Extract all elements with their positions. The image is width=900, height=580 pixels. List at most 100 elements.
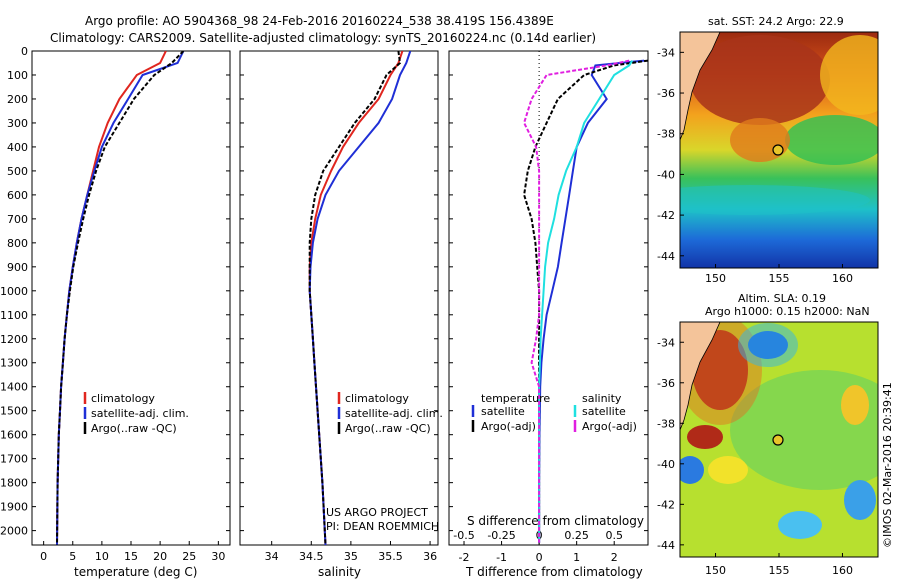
x-tick-label: 36 (423, 550, 437, 563)
lat-tick-label: -42 (657, 209, 675, 222)
sla-map-axes: 150 155 160 -34 -36 -38 -40 -42 -44 (657, 336, 853, 577)
legend-label-satellite-adj: satellite-adj. clim. (345, 407, 443, 420)
depth-axis: 0 100 200 300 400 500 600 700 800 900 1000 1100 1200… (0, 45, 648, 538)
s-difference-axis-label: S difference from climatology (467, 514, 644, 528)
land-mass (680, 32, 721, 141)
sst-warm-core (690, 35, 830, 125)
depth-tick-label: 1100 (0, 309, 28, 322)
depth-tick-label: 600 (7, 189, 28, 202)
legend-label-satellite-adj: satellite-adj. clim. (91, 407, 189, 420)
series-line-blue (538, 59, 645, 543)
series-line-red (308, 51, 404, 545)
legend-label-argo: Argo(..raw -QC) (91, 422, 177, 435)
pi-credit: PI: DEAN ROEMMICH (326, 520, 439, 533)
depth-tick-label: 100 (7, 69, 28, 82)
temperature-axis-label: temperature (deg C) (74, 565, 197, 579)
x-tick-label-top: 0.5 (605, 529, 623, 542)
legend-title-temperature: temperature (481, 392, 550, 405)
temperature-legend: climatology satellite-adj. clim. Argo(..… (83, 392, 189, 435)
depth-tick-label: 200 (7, 93, 28, 106)
difference-panel-frame (448, 50, 649, 546)
sla-yellow-patch-2 (841, 385, 869, 425)
legend-label-climatology: climatology (345, 392, 409, 405)
series-group (308, 51, 412, 545)
x-tick-label: 1 (573, 551, 580, 564)
depth-tick-label: 1300 (0, 357, 28, 370)
salinity-panel-frame (239, 50, 439, 546)
sla-low-halo (738, 323, 798, 367)
header-line1: Argo profile: AO 5904368_98 24-Feb-2016 … (85, 14, 554, 28)
x-tick-label: 10 (95, 550, 109, 563)
x-tick-label-top: -0.5 (453, 529, 474, 542)
depth-tick-label: 0 (21, 45, 28, 58)
lat-tick-label: -36 (657, 377, 675, 390)
sst-map-axes: 150 155 160 -34 -36 -38 -40 -42 -44 (657, 46, 853, 285)
t-difference-axis-label: T difference from climatology (465, 565, 643, 579)
lat-tick-label: -44 (657, 539, 675, 552)
depth-tick-label: 2000 (0, 525, 28, 538)
lon-tick-label: 160 (832, 272, 853, 285)
sst-warm-patch (820, 35, 878, 115)
legend-label-t-argo: Argo(-adj) (481, 420, 536, 433)
salinity-plot: 34 34.5 35 35.5 36 (265, 51, 437, 563)
lat-tick-label: -40 (657, 458, 675, 471)
depth-tick-label: 1200 (0, 333, 28, 346)
depth-tick-label: 500 (7, 165, 28, 178)
sla-high-eddy-2 (687, 425, 723, 449)
lat-tick-label: -38 (657, 417, 675, 430)
legend-label-climatology: climatology (91, 392, 155, 405)
sst-green-patch (785, 115, 878, 165)
depth-tick-label: 1700 (0, 453, 28, 466)
lon-tick-label: 160 (832, 564, 853, 577)
x-tick-label: -1 (496, 551, 507, 564)
x-tick-label-top: 0.25 (564, 529, 589, 542)
depth-tick-label: 700 (7, 213, 28, 226)
sla-yellow-patch (708, 456, 748, 484)
salinity-legend: climatology satellite-adj. clim. Argo(..… (337, 392, 443, 435)
sla-low-eddy-2 (680, 456, 704, 484)
lat-tick-label: -34 (657, 336, 675, 349)
series-line-cyan (538, 60, 634, 543)
depth-tick-label: 1900 (0, 501, 28, 514)
lon-tick-label: 150 (705, 272, 726, 285)
argo-position-marker (772, 434, 784, 446)
x-tick-label: 20 (153, 550, 167, 563)
series-line-magenta (523, 59, 630, 543)
depth-tick-label: 1600 (0, 429, 28, 442)
x-tick-label: 25 (182, 550, 196, 563)
depth-tick-label: 400 (7, 141, 28, 154)
legend-label-s-argo: Argo(-adj) (582, 420, 637, 433)
salinity-axis-label: salinity (318, 565, 361, 579)
temperature-panel-frame (31, 50, 231, 546)
depth-tick-label: 1500 (0, 405, 28, 418)
depth-tick-label: 1000 (0, 285, 28, 298)
argo-position-marker (772, 144, 784, 156)
x-tick-label: 5 (69, 550, 76, 563)
sst-map-title: sat. SST: 24.2 Argo: 22.9 (708, 15, 844, 28)
lon-tick-label: 155 (769, 272, 790, 285)
x-tick-label: 35.5 (378, 550, 403, 563)
temperature-plot: 0 5 10 15 20 25 30 (40, 51, 225, 563)
x-tick-label: 2 (611, 551, 618, 564)
lon-tick-label: 155 (769, 564, 790, 577)
sla-map-subtitle: Argo h1000: 0.15 h2000: NaN (705, 305, 870, 318)
lat-tick-label: -36 (657, 87, 675, 100)
land-mass (680, 322, 721, 431)
sla-map (680, 322, 878, 557)
lat-tick-label: -44 (657, 250, 675, 263)
sla-blue-patch (844, 480, 876, 520)
lat-tick-label: -42 (657, 498, 675, 511)
lon-tick-label: 150 (705, 564, 726, 577)
lat-tick-label: -34 (657, 46, 675, 59)
sst-eddy (730, 118, 790, 162)
x-tick-label: 15 (124, 550, 138, 563)
lat-tick-label: -40 (657, 168, 675, 181)
series-group (56, 51, 185, 545)
series-line-blue (308, 51, 412, 545)
sst-cool-band (680, 185, 870, 215)
legend-label-t-satellite: satellite (481, 405, 525, 418)
x-tick-label: 0 (40, 550, 47, 563)
sla-zone (730, 370, 878, 490)
